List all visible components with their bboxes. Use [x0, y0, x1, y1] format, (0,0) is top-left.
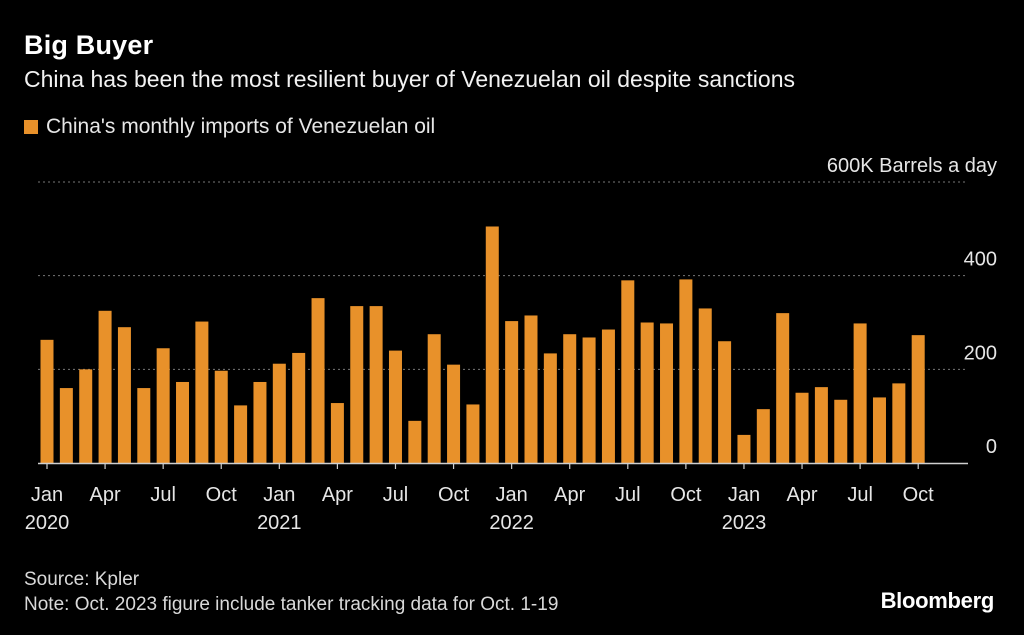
x-tick-label: Jan — [31, 484, 63, 506]
bar — [369, 306, 383, 463]
legend: China's monthly imports of Venezuelan oi… — [24, 115, 435, 139]
bar — [427, 334, 441, 463]
bar — [234, 405, 248, 463]
bar — [892, 383, 906, 463]
bar — [176, 381, 190, 463]
bar — [156, 348, 170, 463]
y-tick-label: 200 — [964, 342, 997, 364]
bar — [117, 327, 131, 463]
bar — [698, 308, 712, 463]
bar — [563, 334, 577, 463]
bar — [98, 310, 112, 463]
bar — [853, 323, 867, 463]
x-year-label: 2023 — [722, 512, 767, 534]
legend-label: China's monthly imports of Venezuelan oi… — [46, 115, 436, 138]
bar — [40, 339, 54, 463]
x-tick-label: Oct — [670, 484, 702, 506]
y-tick-label: 400 — [964, 249, 997, 271]
x-tick-label: Jul — [847, 484, 873, 506]
bar — [543, 353, 557, 463]
y-tick-label: 600K Barrels a day — [827, 155, 997, 177]
bar — [795, 392, 809, 463]
bar — [679, 279, 693, 463]
x-tick-label: Jan — [263, 484, 295, 506]
x-tick-label: Oct — [438, 484, 470, 506]
bar — [640, 322, 654, 463]
bar — [737, 434, 751, 463]
bar — [485, 226, 499, 463]
bar — [505, 321, 519, 463]
bar — [79, 369, 93, 463]
bar — [330, 403, 344, 463]
chart-subtitle: China has been the most resilient buyer … — [24, 66, 795, 92]
bar — [911, 335, 925, 463]
bar — [137, 388, 151, 463]
x-year-label: 2020 — [25, 512, 70, 534]
bar — [814, 387, 828, 463]
bar — [834, 399, 848, 463]
x-tick-label: Jul — [615, 484, 641, 506]
x-tick-label: Apr — [90, 484, 121, 506]
bar — [350, 306, 364, 463]
footnote: Note: Oct. 2023 figure include tanker tr… — [24, 594, 559, 615]
x-tick-label: Apr — [554, 484, 585, 506]
x-tick-label: Oct — [206, 484, 238, 506]
bar — [272, 363, 286, 463]
x-tick-label: Jan — [496, 484, 528, 506]
chart-title: Big Buyer — [24, 30, 154, 60]
bar — [582, 337, 596, 463]
bar — [195, 321, 209, 463]
bar — [59, 388, 73, 463]
source-note: Source: Kpler — [24, 569, 140, 590]
bar — [447, 364, 461, 463]
bar — [660, 323, 674, 463]
x-tick-label: Jul — [383, 484, 409, 506]
x-tick-label: Jan — [728, 484, 760, 506]
bloomberg-logo: Bloomberg — [880, 588, 995, 613]
y-tick-label: 0 — [986, 436, 997, 458]
bar — [408, 420, 422, 463]
bar — [388, 350, 402, 463]
x-tick-label: Apr — [322, 484, 353, 506]
bar — [524, 315, 538, 463]
bar — [872, 397, 886, 463]
bar — [621, 280, 635, 463]
bar — [292, 352, 306, 463]
x-tick-label: Jul — [150, 484, 176, 506]
bar — [253, 381, 267, 463]
legend-swatch — [24, 120, 38, 134]
bar — [718, 341, 732, 463]
x-year-label: 2022 — [489, 512, 534, 534]
x-tick-label: Oct — [903, 484, 935, 506]
bar — [601, 329, 615, 463]
x-year-label: 2021 — [257, 512, 302, 534]
x-tick-label: Apr — [786, 484, 817, 506]
bar-chart: 600K Barrels a day 400 200 0 Jan 2020 Apr Jul Oc… — [25, 155, 997, 534]
bar — [776, 313, 790, 463]
bar — [466, 404, 480, 463]
bar — [311, 298, 325, 463]
bar — [756, 409, 770, 463]
bar — [214, 370, 228, 463]
